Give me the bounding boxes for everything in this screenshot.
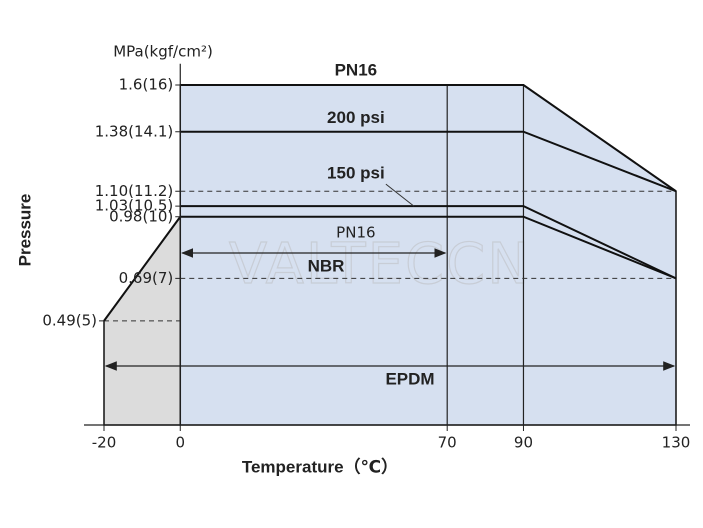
watermark: VALTECCN — [229, 232, 531, 297]
series-label: PN16 — [335, 60, 378, 79]
series-line — [180, 205, 677, 280]
x-tick-label: 70 — [438, 434, 457, 452]
range-label: EPDM — [385, 369, 434, 388]
series-line — [180, 130, 677, 193]
y-tick-label: 1.10(11.2) — [95, 182, 174, 200]
y-tick-label: 0.49(5) — [42, 311, 97, 329]
x-tick-label: -20 — [92, 434, 117, 452]
x-tick-label: 130 — [662, 434, 691, 452]
series-line — [180, 215, 677, 280]
series-line — [103, 216, 182, 322]
leader-line — [385, 183, 415, 207]
series-label: 150 psi — [327, 164, 385, 183]
y-tick-label: 1.03(10.5) — [95, 197, 174, 215]
range-label: NBR — [308, 256, 345, 275]
y-unit-label: MPa(kgf/cm²) — [113, 43, 213, 61]
y-tick-label: 1.6(16) — [119, 76, 174, 94]
x-tick-label: 90 — [514, 434, 533, 452]
series-line — [180, 84, 677, 193]
x-axis-title: Temperature（℃） — [242, 456, 398, 476]
y-tick-label: 0.69(7) — [119, 269, 174, 287]
x-tick-label: 0 — [175, 434, 185, 452]
y-tick-label: 0.98(10) — [109, 207, 173, 225]
y-axis-title: Pressure — [15, 194, 34, 267]
y-tick-label: 1.38(14.1) — [95, 122, 174, 140]
series-label: PN16 — [336, 223, 375, 241]
series-label: 200 psi — [327, 108, 385, 127]
